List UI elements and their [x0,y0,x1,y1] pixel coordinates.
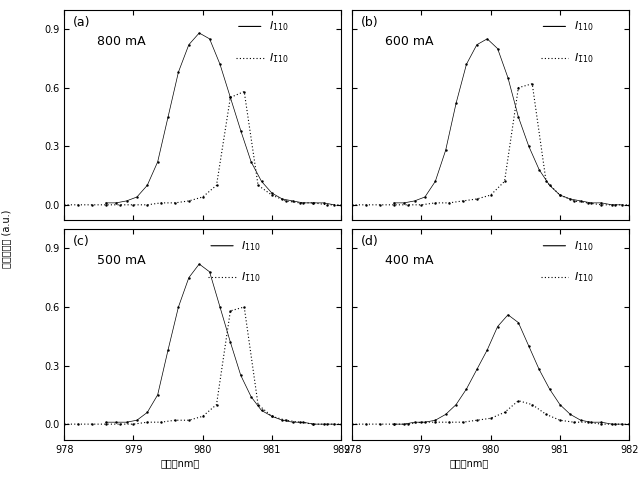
Text: 500 mA: 500 mA [98,254,146,267]
Text: (a): (a) [73,16,90,29]
Text: $I_{\bar{1}10}$: $I_{\bar{1}10}$ [574,271,593,284]
Text: $I_{\bar{1}10}$: $I_{\bar{1}10}$ [241,271,261,284]
Text: 800 mA: 800 mA [98,35,146,48]
Text: 波长（nm）: 波长（nm） [449,458,489,468]
Text: 归一化强度 (a.u.): 归一化强度 (a.u.) [1,210,12,268]
Text: (c): (c) [73,235,89,248]
Text: (d): (d) [361,235,378,248]
Text: 400 mA: 400 mA [385,254,434,267]
Text: $I_{110}$: $I_{110}$ [269,20,289,33]
Text: 600 mA: 600 mA [385,35,434,48]
Text: $I_{110}$: $I_{110}$ [574,239,593,253]
Text: (b): (b) [361,16,378,29]
Text: $I_{110}$: $I_{110}$ [574,20,593,33]
Text: $I_{\bar{1}10}$: $I_{\bar{1}10}$ [269,51,289,65]
Text: $I_{110}$: $I_{110}$ [241,239,261,253]
Text: 波长（nm）: 波长（nm） [160,458,200,468]
Text: $I_{\bar{1}10}$: $I_{\bar{1}10}$ [574,51,593,65]
